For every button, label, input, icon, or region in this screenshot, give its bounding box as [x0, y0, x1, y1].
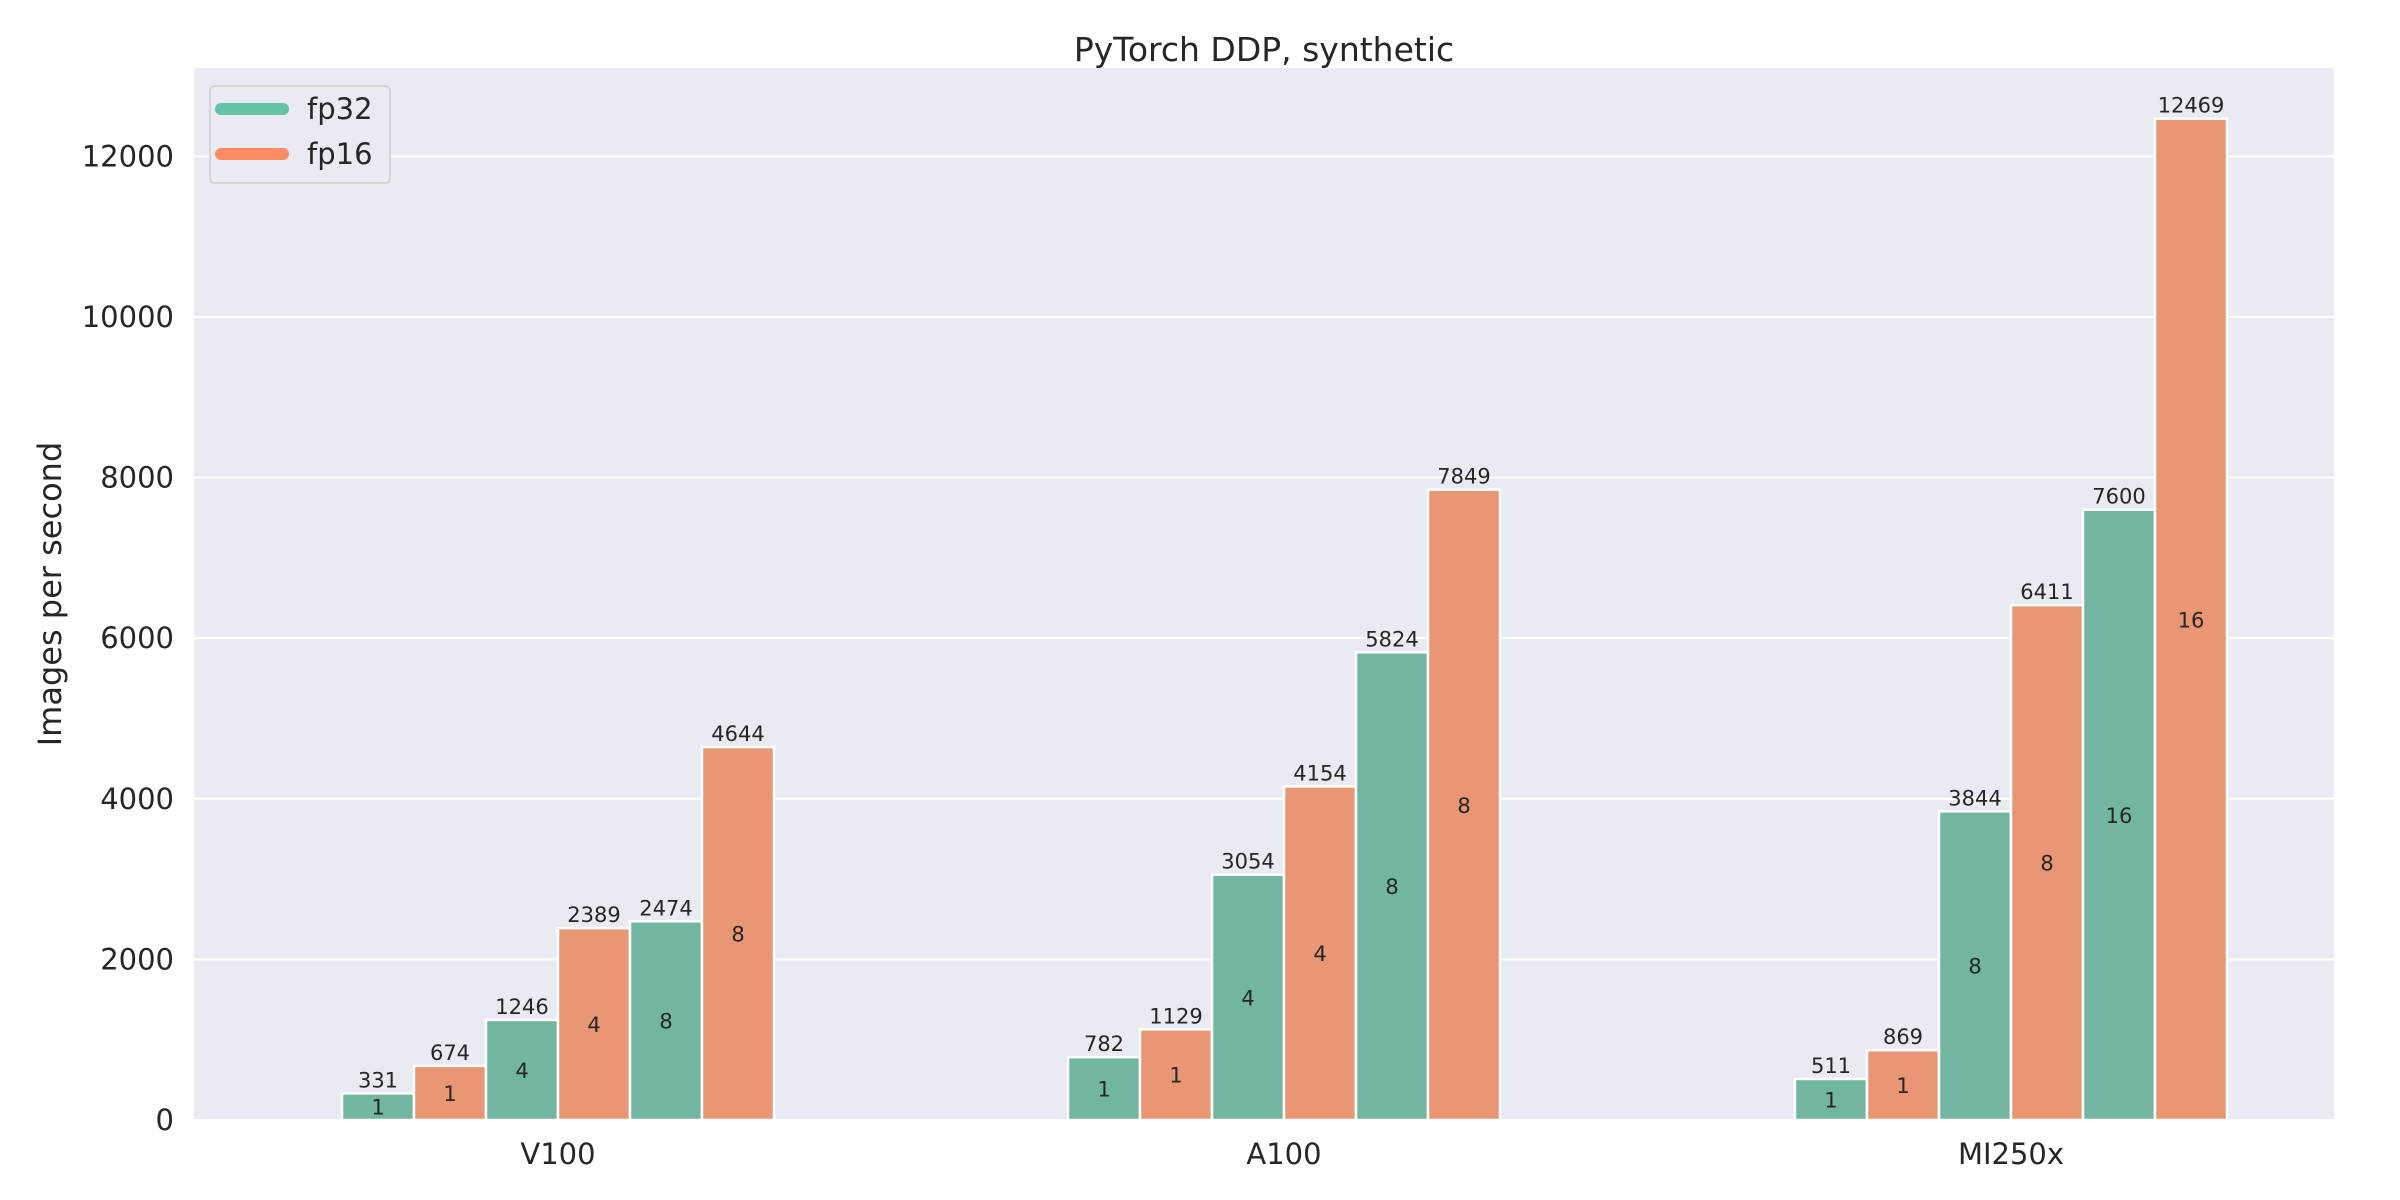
y-tick-label: 12000: [82, 139, 174, 173]
bar-gpu-count-label: 1: [1824, 1088, 1837, 1112]
bar-gpu-count-label: 4: [1241, 986, 1254, 1010]
x-tick-label: V100: [520, 1137, 595, 1171]
bar-value-label: 5824: [1365, 627, 1418, 651]
bar-value-label: 2474: [639, 896, 692, 920]
bar-gpu-count-label: 4: [587, 1013, 600, 1037]
bar-v100-fp32-4: [484, 1018, 560, 1122]
bar-a100-fp16-1: [1138, 1028, 1214, 1122]
bar-value-label: 12469: [2158, 94, 2225, 118]
bar-value-label: 3054: [1221, 850, 1274, 874]
chart-title: PyTorch DDP, synthetic: [1074, 30, 1454, 69]
bar-a100-fp16-4: [1282, 785, 1358, 1122]
bar-v100-fp16-4: [556, 926, 632, 1122]
bar-gpu-count-label: 8: [2040, 852, 2053, 876]
y-tick-label: 4000: [100, 782, 174, 816]
bar-value-label: 4644: [711, 722, 764, 746]
bar-gpu-count-label: 8: [1385, 875, 1398, 899]
bar-value-label: 2389: [567, 903, 620, 927]
bar-gpu-count-label: 1: [1169, 1064, 1182, 1088]
x-axis-ticks: V100 A100 MI250x: [520, 1137, 2064, 1171]
y-tick-label: 0: [156, 1103, 174, 1137]
bar-v100-fp16-1: [412, 1064, 488, 1122]
bar-gpu-count-label: 8: [1968, 955, 1981, 979]
bar-a100-fp32-1: [1066, 1055, 1142, 1122]
bar-mi250x-fp16-16: [2153, 117, 2229, 1122]
bar-value-label: 3844: [1948, 786, 2001, 810]
bar-mi250x-fp32-16: [2081, 508, 2157, 1122]
x-tick-label: MI250x: [1958, 1137, 2064, 1171]
bar-value-label: 674: [430, 1041, 470, 1065]
bar-value-label: 7600: [2092, 485, 2145, 509]
bar-a100-fp16-8: [1426, 488, 1502, 1122]
bars: 331 1 674 1 1246 4 2389 4 2474 8 4644 8 782 1 1129 1 305…: [340, 94, 2229, 1122]
x-tick-label: A100: [1246, 1137, 1321, 1171]
bar-value-label: 4154: [1293, 761, 1346, 785]
y-axis-title: Images per second: [31, 442, 69, 747]
bar-gpu-count-label: 1: [371, 1096, 384, 1120]
bar-gpu-count-label: 1: [1896, 1074, 1909, 1098]
bar-mi250x-fp32-1: [1793, 1077, 1869, 1122]
bar-gpu-count-label: 8: [659, 1010, 672, 1034]
bar-gpu-count-label: 4: [515, 1059, 528, 1083]
legend-label-fp32: fp32: [307, 92, 373, 126]
bar-gpu-count-label: 16: [2106, 804, 2133, 828]
bar-value-label: 6411: [2020, 580, 2073, 604]
bar-value-label: 511: [1811, 1054, 1851, 1078]
bar-mi250x-fp32-8: [1937, 810, 2013, 1122]
y-tick-label: 6000: [100, 621, 174, 655]
y-axis-ticks: 0 2000 4000 6000 8000 10000 12000: [82, 139, 174, 1137]
bar-value-label: 7849: [1437, 465, 1490, 489]
legend: fp32 fp16: [209, 85, 391, 184]
bar-value-label: 869: [1883, 1025, 1923, 1049]
legend-label-fp16: fp16: [307, 137, 373, 171]
y-tick-label: 2000: [100, 942, 174, 976]
y-tick-label: 10000: [82, 300, 174, 334]
bar-value-label: 782: [1084, 1032, 1124, 1056]
bar-a100-fp32-8: [1354, 651, 1430, 1122]
bar-v100-fp16-8: [700, 745, 776, 1122]
bar-gpu-count-label: 16: [2178, 608, 2205, 632]
bar-gpu-count-label: 8: [1457, 794, 1470, 818]
bar-gpu-count-label: 1: [1097, 1078, 1110, 1102]
bar-gpu-count-label: 8: [731, 923, 744, 947]
bar-value-label: 331: [358, 1068, 398, 1092]
bar-gpu-count-label: 1: [443, 1082, 456, 1106]
bar-value-label: 1246: [495, 995, 548, 1019]
bar-gpu-count-label: 4: [1313, 942, 1326, 966]
bar-value-label: 1129: [1149, 1004, 1202, 1028]
y-tick-label: 8000: [100, 461, 174, 495]
